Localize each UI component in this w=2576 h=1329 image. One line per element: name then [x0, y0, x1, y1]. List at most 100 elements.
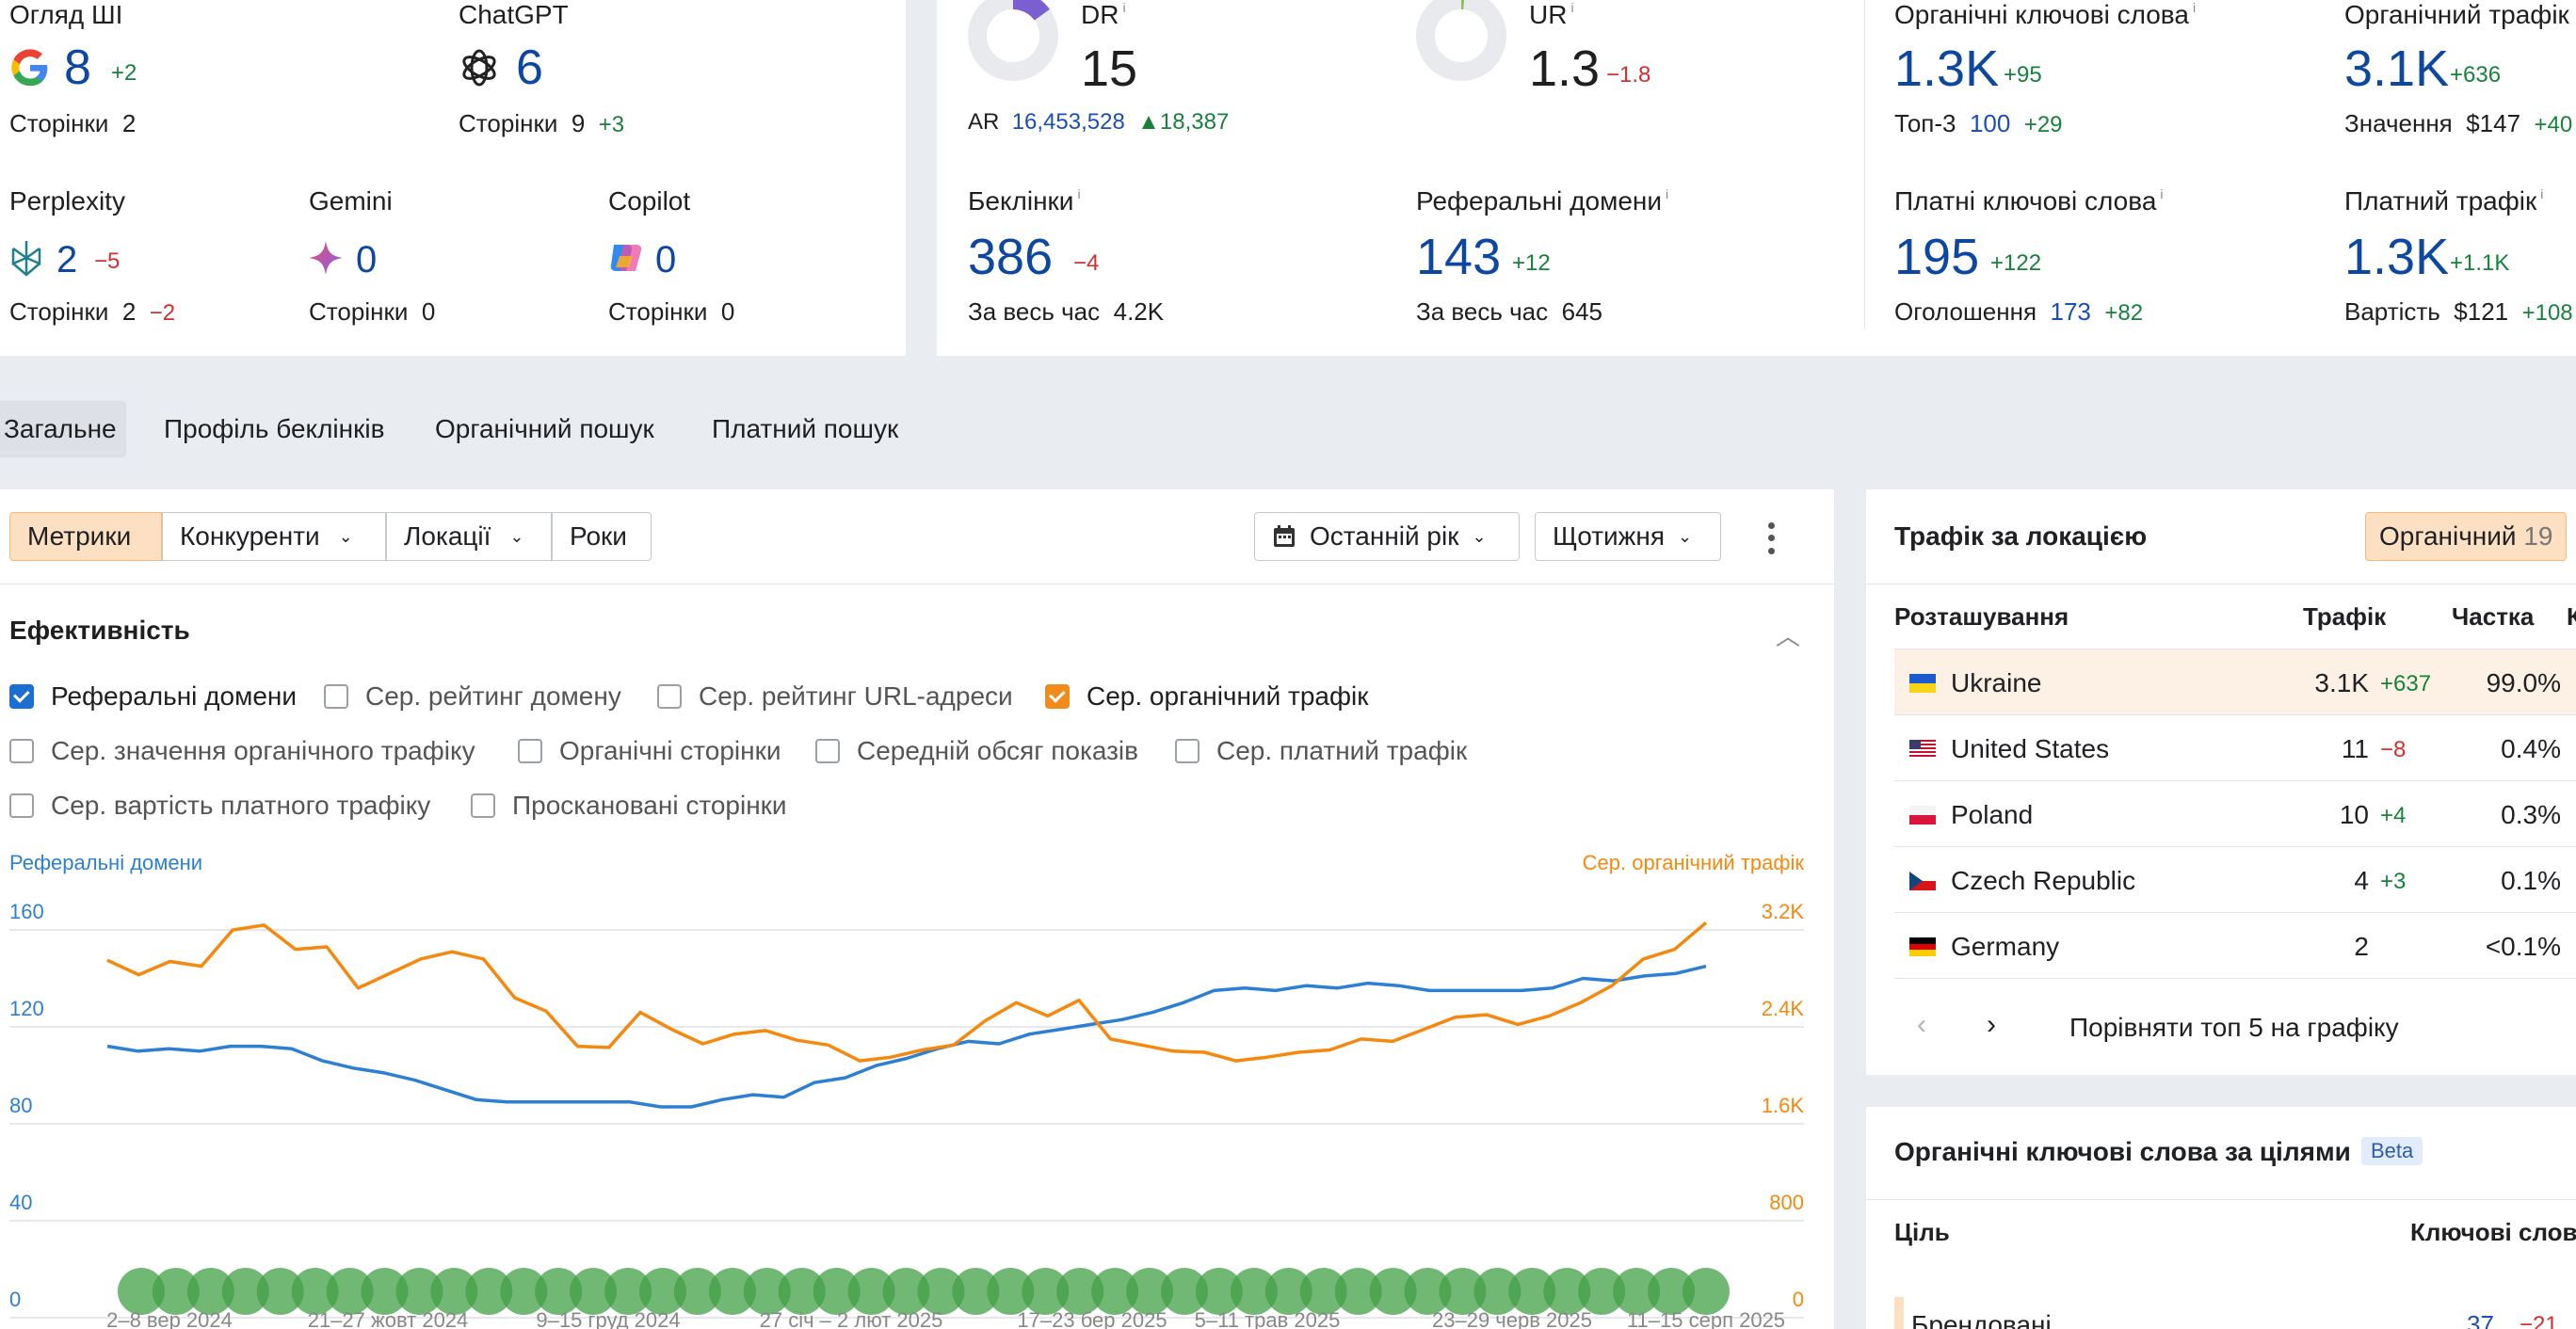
gemini-icon: [309, 241, 343, 275]
dr-value[interactable]: 15: [1081, 40, 1138, 97]
prev-page-icon[interactable]: ‹: [1917, 1009, 1926, 1040]
intents-card: [1866, 1107, 2576, 1329]
event-marker: [673, 1268, 721, 1315]
refdomains-delta: +12: [1512, 250, 1551, 276]
organic-filter-badge[interactable]: Органічний 19: [2365, 512, 2568, 561]
copilot-value[interactable]: 0: [655, 239, 677, 280]
ar-row: AR 16,453,528 ▲18,387: [968, 109, 1230, 135]
location-row[interactable]: Germany 2 <0.1%: [1894, 913, 2576, 979]
event-marker: [1299, 1268, 1347, 1315]
perplexity-value[interactable]: 2: [56, 239, 78, 280]
segment-years[interactable]: Роки: [552, 512, 652, 561]
location-row[interactable]: Ukraine 3.1K +637 99.0%: [1894, 649, 2576, 715]
event-marker: [1126, 1268, 1174, 1315]
metric-ur-checkbox[interactable]: Сер. рейтинг URL-адреси: [657, 681, 1013, 712]
location-row[interactable]: Czech Republic 4 +3 0.1%: [1894, 847, 2576, 913]
gemini-value[interactable]: 0: [356, 239, 378, 280]
event-marker: [1161, 1268, 1208, 1315]
collapse-icon[interactable]: ︿: [1776, 622, 1801, 650]
intent-branded-label[interactable]: Брендовані: [1911, 1310, 2052, 1329]
copilot-icon: [610, 245, 642, 271]
x-tick-label: 5–11 трав 2025: [1195, 1308, 1341, 1329]
chatgpt-value[interactable]: 6: [516, 40, 543, 95]
left-tick-label: 120: [9, 997, 44, 1020]
event-marker: [1613, 1268, 1661, 1315]
ai-overview-value[interactable]: 8: [64, 40, 91, 95]
event-marker: [465, 1268, 513, 1315]
right-tick-label: 2.4K: [1762, 997, 1805, 1020]
authority-card: [937, 0, 2576, 356]
metric-crawled-pages-checkbox[interactable]: Проскановані сторінки: [471, 791, 787, 821]
x-tick-label: 11–15 серп 2025: [1627, 1308, 1785, 1329]
event-marker: [291, 1268, 339, 1315]
x-tick-label: 17–23 бер 2025: [1017, 1308, 1167, 1329]
paid-traffic-value[interactable]: 1.3K: [2344, 229, 2450, 285]
beta-badge: Beta: [2361, 1137, 2423, 1165]
traffic-value: 2: [2354, 932, 2369, 961]
right-tick-label: 0: [1793, 1288, 1804, 1311]
metric-paid-cost-checkbox[interactable]: Сер. вартість платного трафіку: [9, 791, 430, 821]
ur-value[interactable]: 1.3: [1529, 40, 1601, 97]
metric-org-value-checkbox[interactable]: Сер. значення органічного трафіку: [9, 736, 475, 766]
intent-color-marker: [1894, 1297, 1904, 1329]
refdomains-value[interactable]: 143: [1416, 229, 1502, 285]
share-value: 0.1%: [2501, 866, 2561, 895]
country-name: United States: [1951, 734, 2110, 763]
event-marker: [1022, 1268, 1070, 1315]
traffic-delta: +637: [2380, 671, 2432, 697]
segment-locations[interactable]: Локації ⌄: [386, 512, 552, 561]
compare-top5-link[interactable]: Порівняти топ 5 на графіку: [2069, 1013, 2399, 1042]
tab-backlink-profile[interactable]: Профіль беклінків: [164, 414, 385, 443]
next-page-icon[interactable]: ›: [1987, 1009, 1996, 1040]
paid-kw-value[interactable]: 195: [1894, 229, 1980, 285]
x-tick-label: 27 січ – 2 лют 2025: [760, 1308, 943, 1329]
org-traffic-value[interactable]: 3.1K: [2344, 40, 2450, 97]
col-keywords: Ключові слов: [2410, 1218, 2576, 1246]
metric-org-pages-checkbox[interactable]: Органічні сторінки: [518, 736, 781, 766]
event-marker: [708, 1268, 756, 1315]
location-row[interactable]: Poland 10 +4 0.3%: [1894, 781, 2576, 847]
left-tick-label: 40: [9, 1191, 32, 1214]
col-extra: К: [2567, 602, 2576, 631]
tab-organic-search[interactable]: Органічний пошук: [435, 414, 654, 443]
event-marker: [535, 1268, 583, 1315]
flag-poland-icon: [1909, 806, 1936, 825]
event-marker: [1195, 1268, 1243, 1315]
event-marker: [813, 1268, 861, 1315]
paid-traffic-label: Платний трафік i: [2344, 186, 2544, 216]
intent-branded-value[interactable]: 37: [2467, 1310, 2494, 1329]
event-marker: [917, 1268, 965, 1315]
event-marker: [743, 1268, 791, 1315]
org-kw-top3: Топ-3 100 +29: [1894, 109, 2063, 137]
segment-competitors[interactable]: Конкуренти ⌄: [162, 512, 386, 561]
segment-metrics[interactable]: Метрики: [9, 512, 162, 561]
event-marker: [847, 1268, 895, 1315]
chevron-down-icon: ⌄: [338, 526, 353, 546]
google-icon: [11, 49, 48, 87]
location-row[interactable]: United States 11 −8 0.4%: [1894, 715, 2576, 781]
share-value: 99.0%: [2486, 668, 2561, 697]
chatgpt-title: ChatGPT: [459, 0, 569, 29]
interval-dropdown[interactable]: Щотижня ⌄: [1535, 512, 1721, 561]
ai-visibility-card: [0, 0, 906, 356]
chevron-down-icon: ⌄: [1472, 526, 1487, 546]
performance-chart[interactable]: Реферальні домени Сер. органічний трафік…: [0, 847, 1834, 1329]
event-marker: [1439, 1268, 1487, 1315]
x-tick-label: 23–29 черв 2025: [1432, 1308, 1592, 1329]
backlinks-alltime: За весь час 4.2K: [968, 297, 1165, 326]
perplexity-title: Perplexity: [9, 186, 125, 216]
metric-refdomains-checkbox[interactable]: Реферальні домени: [9, 681, 297, 712]
metric-dr-checkbox[interactable]: Сер. рейтинг домену: [324, 681, 621, 712]
traffic-value: 11: [2341, 734, 2369, 763]
org-kw-value[interactable]: 1.3K: [1894, 40, 2000, 97]
metric-org-traffic-checkbox[interactable]: Сер. органічний трафік: [1045, 681, 1369, 712]
metric-impressions-checkbox[interactable]: Середній обсяг показів: [815, 736, 1138, 766]
tab-overview[interactable]: Загальне: [0, 401, 126, 457]
tab-paid-search[interactable]: Платний пошук: [712, 414, 899, 443]
period-dropdown[interactable]: Останній рік ⌄: [1254, 512, 1520, 561]
performance-title: Ефективність: [9, 616, 190, 645]
more-options-icon[interactable]: [1759, 520, 1783, 557]
backlinks-value[interactable]: 386: [968, 229, 1054, 285]
metric-paid-traffic-checkbox[interactable]: Сер. платний трафік: [1175, 736, 1467, 766]
event-marker: [1056, 1268, 1104, 1315]
